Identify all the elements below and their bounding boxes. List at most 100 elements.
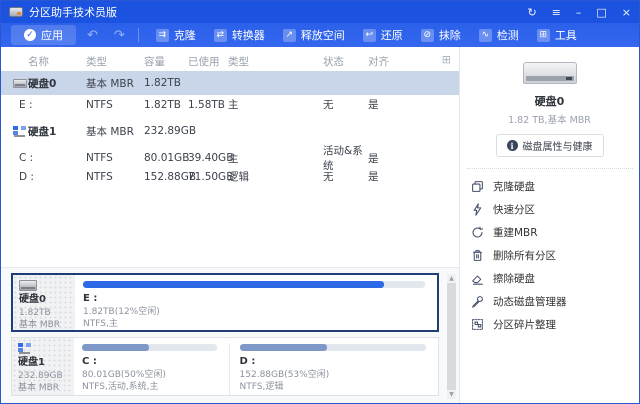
apply-label: 应用 [41, 29, 63, 42]
tools-button[interactable]: ⊞ 工具 [528, 27, 586, 43]
cell-type: NTFS [86, 170, 113, 183]
scroll-down-icon[interactable]: ▼ [449, 391, 454, 398]
clone-button[interactable]: ⇉ 克隆 [147, 27, 205, 43]
table-row-partition-e[interactable]: E : NTFS 1.82TB 1.58TB 主 无 是 [1, 95, 459, 119]
sidebar: 硬盘0 1.82 TB,基本 MBR i 磁盘属性与健康 克隆硬盘 快速分区 重… [459, 47, 639, 403]
converter-button[interactable]: ⇄ 转换器 [205, 27, 274, 43]
tools-icon: ⊞ [536, 28, 550, 42]
table-row-disk1[interactable]: 硬盘1 基本 MBR 232.89GB [1, 119, 459, 143]
close-icon[interactable]: × [621, 5, 631, 19]
sidebar-item-label: 删除所有分区 [493, 250, 556, 262]
app-logo-icon [9, 7, 23, 17]
disk-map-disk1[interactable]: 硬盘1 232.89GB 基本 MBR C : 80.01GB(50%空闲) N… [11, 337, 439, 396]
sidebar-item-delete-all-partitions[interactable]: 删除所有分区 [471, 244, 639, 267]
sidebar-item-dynamic-disk-manager[interactable]: 动态磁盘管理器 [471, 290, 639, 313]
free-space-button[interactable]: ↗ 释放空间 [274, 27, 354, 43]
disk0-partitions: E : 1.82TB(12%空闲) NTFS,主 [75, 275, 437, 330]
header-type[interactable]: 类型 [86, 55, 107, 68]
partition-block-c[interactable]: C : 80.01GB(50%空闲) NTFS,活动,系统,主 [82, 343, 221, 395]
erase-button[interactable]: ⊘ 抹除 [412, 27, 470, 43]
minimize-icon[interactable]: – [575, 5, 582, 19]
header-name[interactable]: 名称 [28, 55, 49, 68]
main-panel: 名称 类型 容量 已使用 类型 状态 对齐 ⊞ 硬盘0 基本 MBR 1.82T… [1, 47, 459, 403]
cell-status: 无 [323, 99, 334, 112]
disk-properties-button[interactable]: i 磁盘属性与健康 [495, 134, 604, 157]
cell-ptype: 主 [228, 99, 239, 112]
sidebar-separator [466, 168, 633, 169]
restore-button[interactable]: ↩ 还原 [354, 27, 412, 43]
hard-drive-icon [13, 78, 27, 88]
clone-icon: ⇉ [155, 28, 169, 42]
cell-capacity: 80.01GB [144, 152, 190, 164]
tools-label: 工具 [554, 29, 577, 42]
usage-bar-fill [82, 344, 150, 351]
rebuild-mbr-icon [472, 226, 484, 238]
apply-button[interactable]: ✓ 应用 [11, 25, 76, 45]
header-capacity[interactable]: 容量 [144, 55, 165, 68]
disk-map-disk0[interactable]: 硬盘0 1.82TB 基本 MBR E : 1.82TB(12%空闲) NTFS… [11, 273, 439, 332]
table-row-partition-c[interactable]: C : NTFS 80.01GB 39.40GB 主 活动&系统 是 [1, 143, 459, 172]
sidebar-item-clone-disk[interactable]: 克隆硬盘 [471, 175, 639, 198]
disk1-info-cell[interactable]: 硬盘1 232.89GB 基本 MBR [12, 338, 74, 395]
header-aligned[interactable]: 对齐 [368, 55, 389, 68]
maximize-icon[interactable]: □ [596, 5, 607, 19]
partition-block-e[interactable]: E : 1.82TB(12%空闲) NTFS,主 [83, 280, 429, 330]
usage-bar-fill [239, 344, 328, 351]
partition-block-d[interactable]: D : 152.88GB(53%空闲) NTFS,逻辑 [228, 343, 430, 395]
table-header-row: 名称 类型 容量 已使用 类型 状态 对齐 ⊞ [1, 51, 459, 71]
vertical-scrollbar[interactable]: ▲ ▼ [447, 274, 456, 399]
header-used[interactable]: 已使用 [188, 55, 220, 68]
sidebar-item-rebuild-mbr[interactable]: 重建MBR [471, 221, 639, 244]
scroll-up-icon[interactable]: ▲ [449, 275, 454, 282]
disk0-size: 1.82TB [19, 307, 51, 318]
sidebar-item-wipe-disk[interactable]: 擦除硬盘 [471, 267, 639, 290]
sync-icon[interactable]: ↻ [527, 5, 537, 19]
cell-name: E : [19, 98, 33, 111]
sidebar-item-partition-defrag[interactable]: 分区碎片整理 [471, 313, 639, 336]
sidebar-disk-info: 1.82 TB,基本 MBR [508, 115, 591, 126]
disk1-icon [18, 343, 31, 354]
disk1-type: 基本 MBR [18, 382, 60, 393]
usage-bar [239, 344, 426, 351]
cell-capacity: 1.82TB [144, 77, 181, 89]
disk1-icon [13, 125, 26, 137]
toolbar: ✓ 应用 ↶ ↷ ⇉ 克隆 ⇄ 转换器 ↗ 释放空间 ↩ 还原 ⊘ 抹除 ∿ 检… [1, 23, 639, 47]
header-status[interactable]: 状态 [323, 55, 344, 68]
cell-used: 71.50GB [188, 170, 234, 183]
undo-icon[interactable]: ↶ [87, 27, 98, 43]
disk0-info-cell[interactable]: 硬盘0 1.82TB 基本 MBR [13, 275, 75, 330]
free-space-label: 释放空间 [300, 29, 345, 42]
partition-label: C : [82, 356, 97, 367]
toolbar-separator [137, 28, 139, 42]
disk0-type: 基本 MBR [19, 319, 61, 330]
restore-icon: ↩ [362, 28, 376, 42]
sidebar-item-quick-partition[interactable]: 快速分区 [471, 198, 639, 221]
cell-aligned: 是 [368, 152, 379, 165]
header-ptype[interactable]: 类型 [228, 55, 249, 68]
scrollbar-thumb[interactable] [447, 283, 456, 390]
menu-icon[interactable]: ≡ [551, 5, 561, 19]
partition-label: D : [239, 356, 256, 367]
cell-ptype: 逻辑 [228, 171, 249, 184]
cell-name: 硬盘1 [28, 125, 57, 138]
cell-ptype: 主 [228, 152, 239, 165]
cell-status: 活动&系统 [323, 145, 363, 172]
partition-detail: 1.82TB(12%空闲) [83, 306, 160, 317]
table-row-partition-d[interactable]: D : NTFS 152.88GB 71.50GB 逻辑 无 是 [1, 167, 459, 191]
restore-label: 还原 [380, 29, 403, 42]
cell-type: 基本 MBR [86, 125, 134, 138]
redo-icon[interactable]: ↷ [113, 27, 125, 43]
table-row-disk0[interactable]: 硬盘0 基本 MBR 1.82TB [1, 71, 459, 95]
content: 名称 类型 容量 已使用 类型 状态 对齐 ⊞ 硬盘0 基本 MBR 1.82T… [1, 47, 639, 403]
sidebar-item-label: 重建MBR [493, 227, 538, 239]
disk0-name: 硬盘0 [19, 294, 46, 305]
disk-illustration-icon [522, 62, 577, 84]
sidebar-item-label: 快速分区 [493, 204, 535, 216]
sidebar-item-label: 动态磁盘管理器 [493, 296, 567, 308]
detect-button[interactable]: ∿ 检测 [470, 27, 528, 43]
usage-bar-fill [83, 281, 384, 288]
disk1-name: 硬盘1 [18, 357, 45, 368]
cell-aligned: 是 [368, 99, 379, 112]
column-options-icon[interactable]: ⊞ [441, 53, 451, 66]
sidebar-menu: 克隆硬盘 快速分区 重建MBR 删除所有分区 擦除硬盘 [460, 175, 639, 336]
